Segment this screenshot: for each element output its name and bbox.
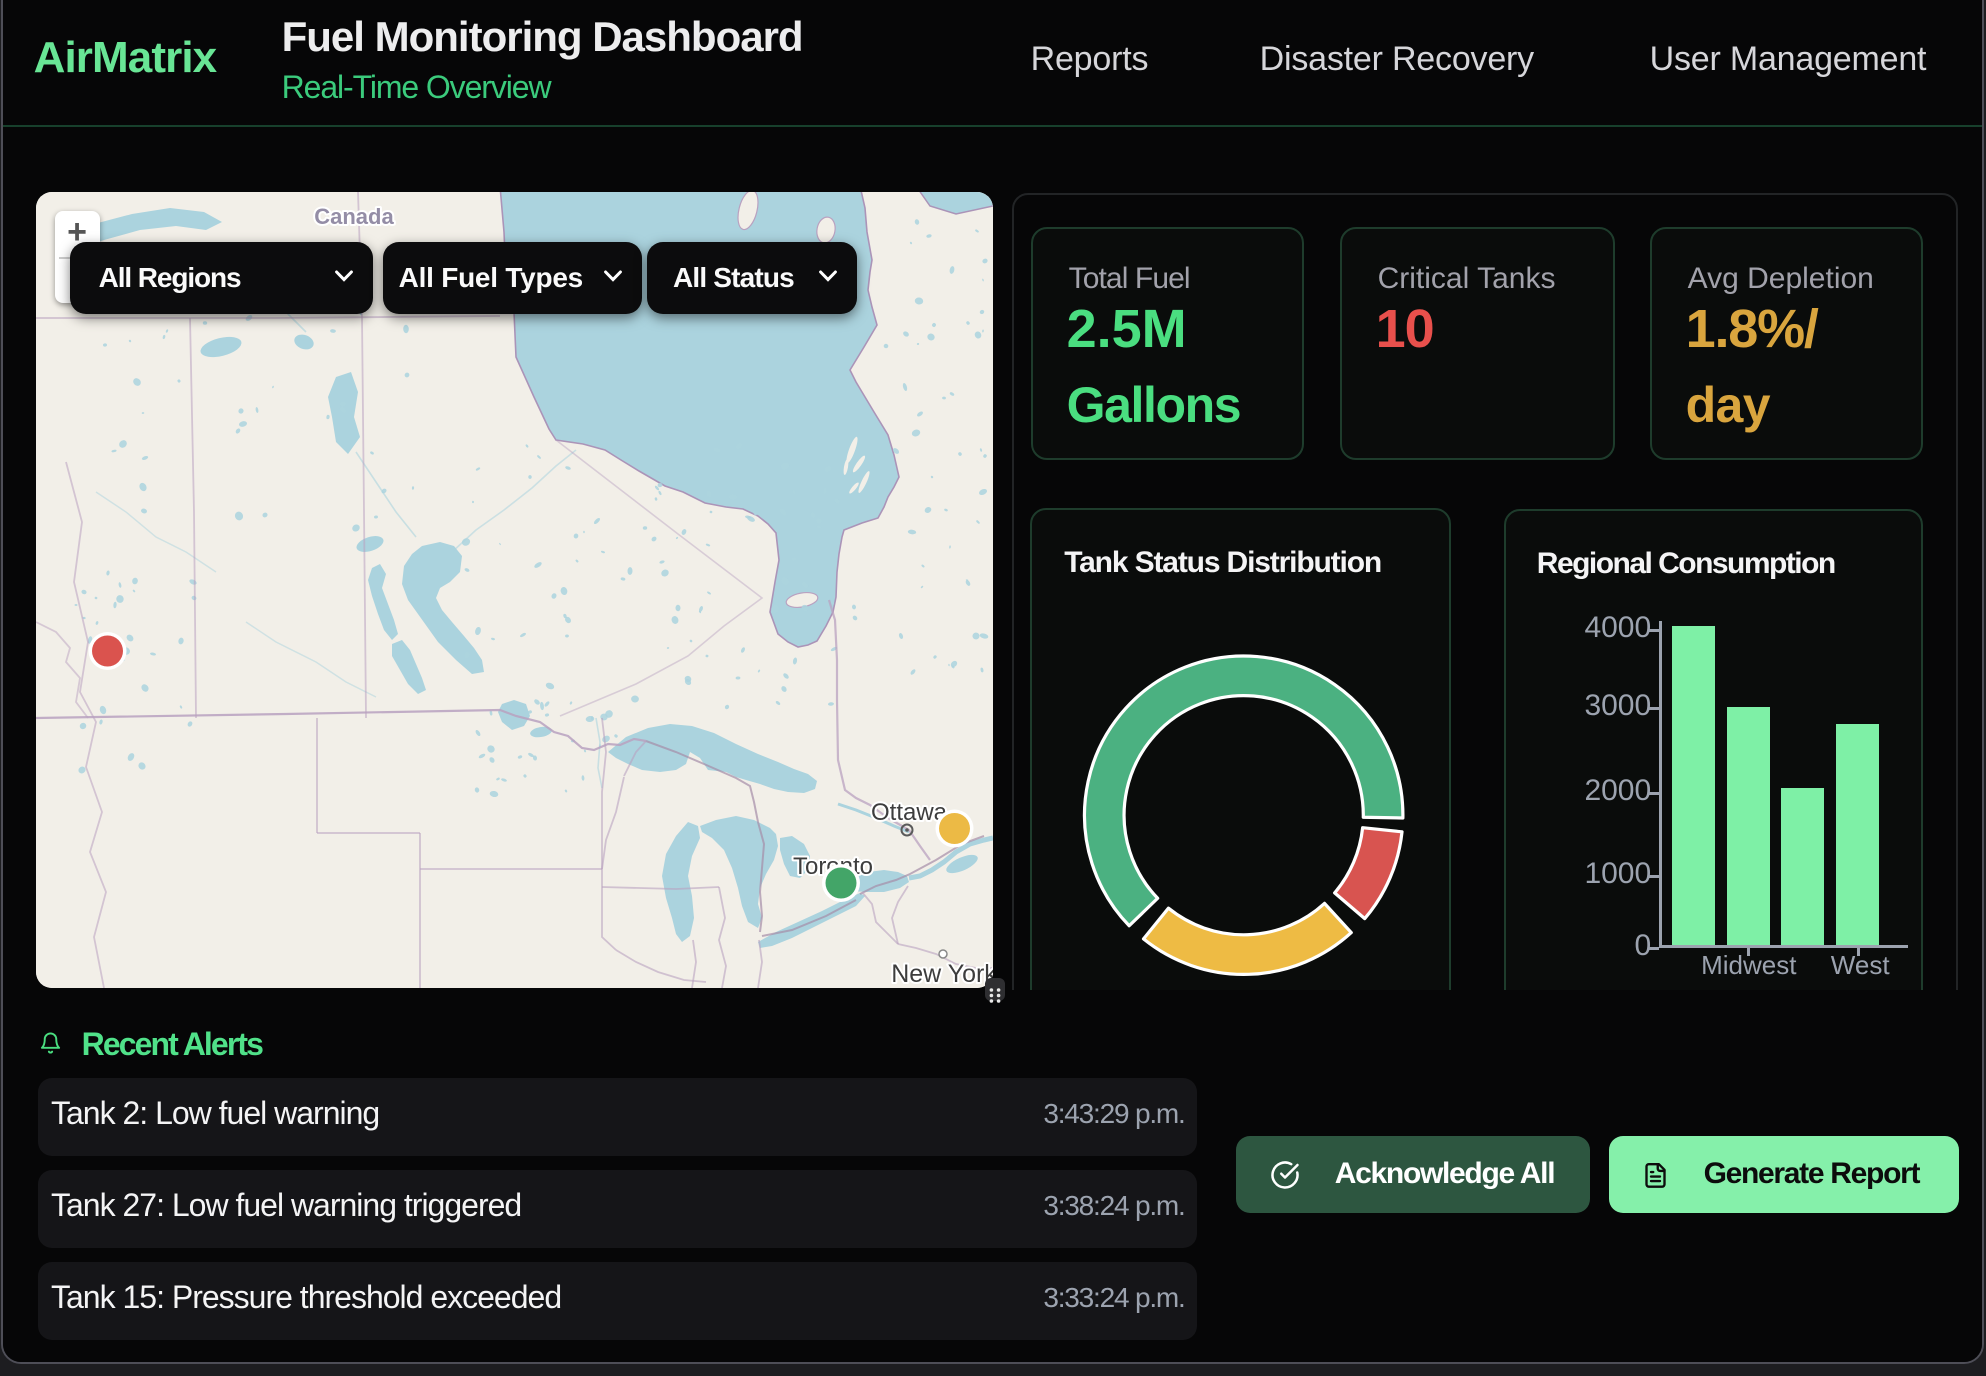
svg-text:New York: New York [891, 960, 993, 988]
svg-text:Canada: Canada [314, 204, 394, 229]
svg-text:Ottawa: Ottawa [871, 799, 948, 826]
